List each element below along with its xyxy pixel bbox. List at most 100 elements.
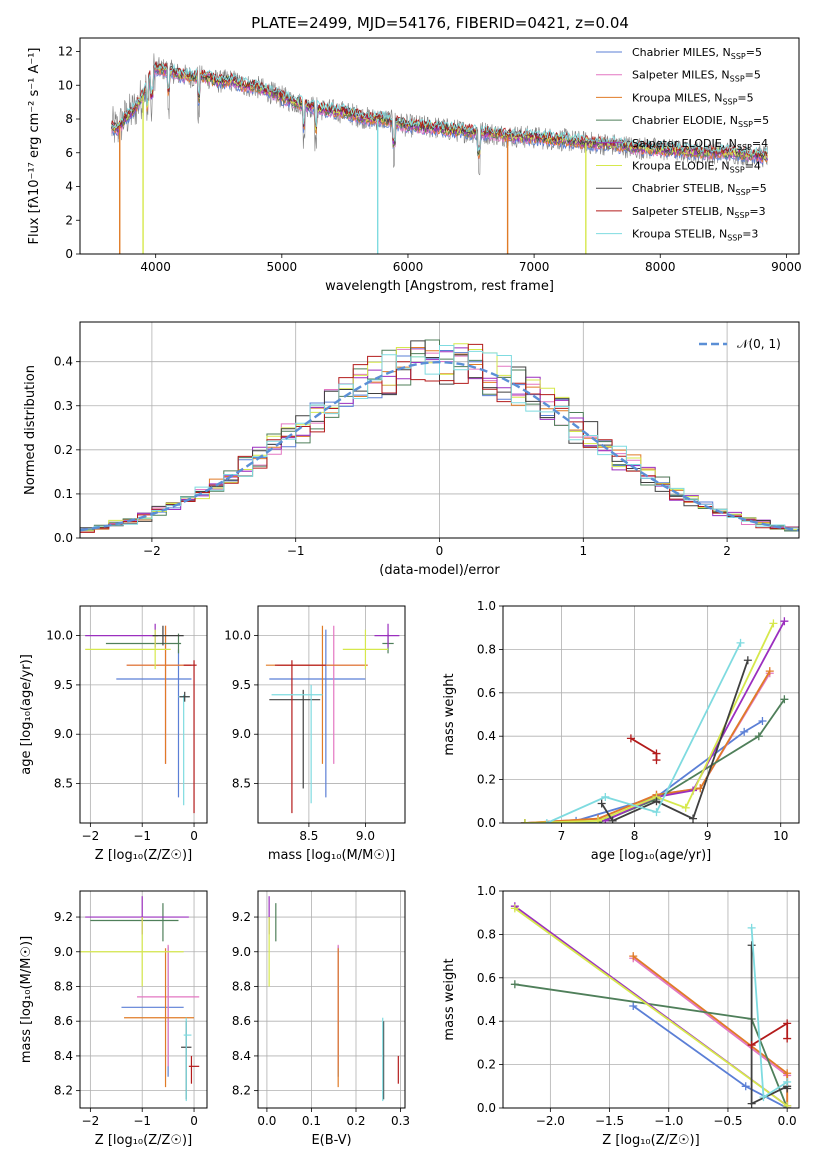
series-marker [780,695,789,704]
y-tick-label: 0 [65,247,73,261]
y-tick-label: 12 [58,45,73,59]
x-axis-label: (data-model)/error [379,563,500,578]
series-marker [783,1101,792,1108]
series-marker [629,1002,638,1011]
x-tick-label: 9 [704,829,712,843]
y-tick-label: 0.1 [54,487,73,501]
legend-value: =3 [742,228,758,241]
series-marker [747,1099,756,1108]
panel-residuals: −2 −1 0 1 2 0.0 0.1 0.2 0.3 0.4 (data-model)/error… [23,321,800,578]
errorbar-point-6 [152,625,184,646]
x-tick-label: 9000 [771,260,802,274]
y-tick-label: 8 [65,112,73,126]
x-axis-label: age [log₁₀(age/yr)] [591,848,712,863]
y-tick-label: 8.2 [54,1084,73,1098]
legend-value: =5 [746,46,762,59]
series-marker [780,617,789,626]
series-marker [594,816,603,823]
x-tick-label: 0 [436,544,444,558]
legend-value: =5 [737,91,753,104]
y-tick-label: 0.8 [477,927,496,941]
y-tick-label: 8.6 [232,1014,251,1028]
series-marker [597,799,606,808]
legend-entry-8: Kroupa STELIB, NSSP=3 [632,228,758,243]
errorbar-point-0 [269,629,366,798]
y-tick-label: 8.4 [232,1049,251,1063]
y-tick-label: 1.0 [477,884,496,898]
x-tick-label: 0.0 [778,1114,797,1128]
legend-value: =5 [753,114,769,127]
x-tick-label: −2 [143,544,161,558]
y-tick-label: 10.0 [224,629,251,643]
plot-area [265,623,400,814]
y-tick-label: 8.6 [54,1014,73,1028]
x-axis-label: mass [log₁₀(M/M☉)] [268,848,395,863]
x-tick-label: −1.0 [654,1114,683,1128]
y-axis-label: mass weight [442,673,457,755]
series-marker [652,797,661,806]
y-tick-label: 0.0 [477,816,496,830]
plot-area [268,896,399,1102]
x-tick-label: 5000 [267,260,298,274]
series-marker [783,1019,792,1028]
normal-reference-curve [80,360,799,532]
panel-mass-vs-ebv: 0.0 0.1 0.2 0.3 8.2 8.4 8.6 8.8 9.0 9.2 E(B-V) [232,890,410,1148]
series-marker [783,1034,792,1043]
plot-area [111,53,768,254]
y-tick-label: 8.4 [54,1049,73,1063]
errorbar-point-1 [137,944,200,1067]
x-tick-label: 0.3 [391,1114,410,1128]
errorbar-point-9 [179,691,190,702]
legend-entry-4: Salpeter ELODIE, NSSP=4 [632,137,768,152]
y-tick-label: 9.0 [54,727,73,741]
legend-value: =5 [745,69,761,82]
series-marker [783,1069,792,1078]
series-marker [765,667,774,676]
x-tick-label: 1 [579,544,587,558]
errorbar-point-5 [85,629,171,670]
panel-spectrum: 4000 5000 6000 7000 8000 9000 0 2 4 6 8 10 12 wavelen… [27,37,802,294]
series-marker [520,819,529,823]
legend-subscript: SSP [731,52,746,61]
x-tick-label: 4000 [140,260,171,274]
series-marker [510,980,519,989]
legend-subscript: SSP [727,234,742,243]
x-tick-label: −0.5 [713,1114,742,1128]
y-tick-label: 8.5 [232,777,251,791]
legend-subscript: SSP [730,166,745,175]
series-marker [608,816,617,823]
series-line-5 [514,907,788,1107]
x-axis-label: wavelength [Angstrom, rest frame] [325,279,554,294]
legend-entry-6: Chabrier STELIB, NSSP=5 [632,182,767,197]
x-tick-label: −1 [287,544,305,558]
errorbar-point-5 [342,629,389,670]
figure-title: PLATE=2499, MJD=54176, FIBERID=0421, z=0… [251,14,629,32]
y-tick-label: 0.0 [54,531,73,545]
y-axis-label: Normed distribution [23,365,38,495]
y-tick-label: 0.4 [477,729,496,743]
errorbar-point-3 [105,633,182,654]
legend: 𝒩(0, 1) [699,337,781,351]
errorbar-point-8 [178,694,189,806]
y-axis-label: age [log₁₀(age/yr)] [19,654,34,775]
y-tick-label: 0.3 [54,399,73,413]
series-line-6 [750,945,789,1106]
y-tick-label: 0.8 [477,642,496,656]
y-tick-label: 10 [58,78,73,92]
errorbar-point-2 [126,625,192,764]
x-axis-label: Z [log₁₀(Z/Z☉)] [95,848,192,863]
y-tick-label: 0.6 [477,686,496,700]
x-tick-label: 9.0 [356,829,375,843]
x-tick-label: −2.0 [536,1114,565,1128]
y-tick-label: 4 [65,180,73,194]
series-marker [601,792,610,801]
series-marker [743,656,752,665]
errorbar-point-7 [188,1055,200,1084]
y-tick-label: 8.8 [232,979,251,993]
x-tick-label: −1 [133,1114,151,1128]
series-marker [652,808,661,817]
x-axis-label: E(B-V) [311,1133,351,1148]
errorbar-point-8 [271,684,323,804]
legend-entry-5: Kroupa ELODIE, NSSP=4 [632,160,761,175]
errorbar-point-7 [274,660,326,814]
